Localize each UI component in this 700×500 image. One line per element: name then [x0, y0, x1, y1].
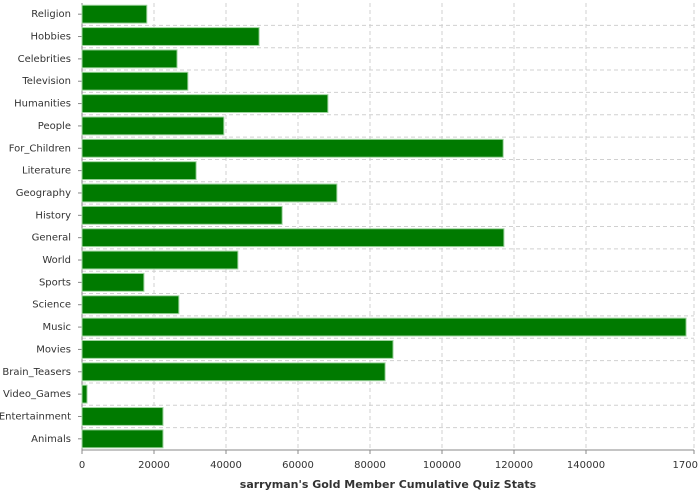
bar [81, 429, 164, 449]
chart-title: sarryman's Gold Member Cumulative Quiz S… [240, 478, 537, 491]
x-tick-label: 1700 [673, 460, 698, 471]
y-tick-label: Science [32, 300, 71, 311]
bar [81, 71, 189, 91]
bar [81, 317, 687, 337]
bar [81, 138, 504, 158]
y-tick-label: World [42, 255, 71, 266]
bar [81, 339, 394, 359]
y-tick-label: Literature [22, 166, 71, 177]
bar [81, 407, 164, 426]
y-tick-label: Sports [39, 277, 71, 288]
x-tick-label: 60000 [282, 460, 314, 471]
x-tick-label: 40000 [210, 460, 242, 471]
bar [81, 384, 88, 404]
bar [81, 228, 505, 248]
y-tick-label: For_Children [9, 143, 71, 154]
y-tick-label: Geography [16, 188, 71, 199]
y-tick-label: People [38, 121, 71, 132]
bar [81, 272, 145, 292]
bar [81, 205, 283, 225]
x-tick-label: 80000 [354, 460, 386, 471]
bar [81, 183, 338, 203]
bar [81, 362, 386, 382]
y-tick-label: Entertainment [0, 411, 71, 422]
bar [81, 94, 329, 114]
y-tick-label: General [32, 233, 71, 244]
y-tick-label: Animals [31, 434, 71, 445]
bar [81, 161, 197, 181]
y-tick-label: Television [21, 76, 71, 87]
bar [81, 49, 178, 69]
x-tick-label: 120000 [495, 460, 533, 471]
bar [81, 27, 260, 46]
y-tick-label: Movies [36, 344, 71, 355]
bar [81, 116, 225, 136]
x-tick-label: 100000 [423, 460, 461, 471]
y-tick-label: Religion [31, 9, 71, 20]
y-tick-label: Brain_Teasers [2, 367, 71, 378]
bar [81, 295, 180, 315]
y-tick-label: Music [43, 322, 71, 333]
bar [81, 250, 239, 270]
bar [81, 4, 148, 24]
x-tick-label: 0 [79, 460, 85, 471]
y-tick-label: Hobbies [31, 32, 71, 43]
x-tick-label: 20000 [138, 460, 170, 471]
x-tick-label: 140000 [567, 460, 605, 471]
y-tick-label: History [35, 210, 71, 221]
y-tick-label: Video_Games [3, 389, 71, 400]
y-tick-label: Celebrities [18, 54, 71, 65]
y-tick-label: Humanities [14, 99, 71, 110]
